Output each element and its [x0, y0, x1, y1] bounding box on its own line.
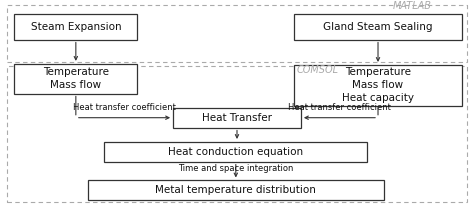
Text: Time and space integration: Time and space integration [178, 164, 293, 173]
Bar [14, 14, 137, 40]
Text: Metal temperature distribution: Metal temperature distribution [155, 185, 316, 195]
Text: Steam Expansion: Steam Expansion [30, 22, 121, 32]
Text: Temperature
Mass flow: Temperature Mass flow [43, 67, 109, 90]
Bar [173, 108, 301, 128]
Bar [294, 14, 462, 40]
Bar [7, 66, 467, 202]
Text: Heat transfer coefficient: Heat transfer coefficient [73, 103, 176, 112]
Bar [104, 142, 367, 162]
Bar [294, 65, 462, 106]
Text: Temperature
Mass flow
Heat capacity: Temperature Mass flow Heat capacity [342, 67, 414, 103]
Text: Heat conduction equation: Heat conduction equation [168, 147, 303, 157]
Text: MATLAB: MATLAB [393, 1, 432, 11]
Text: Heat Transfer: Heat Transfer [202, 113, 272, 123]
Bar [88, 180, 384, 200]
Bar [14, 64, 137, 94]
Text: COMSOL: COMSOL [297, 65, 338, 75]
Text: Gland Steam Sealing: Gland Steam Sealing [323, 22, 433, 32]
Text: Heat transfer coefficient: Heat transfer coefficient [288, 103, 391, 112]
Bar [7, 6, 467, 62]
